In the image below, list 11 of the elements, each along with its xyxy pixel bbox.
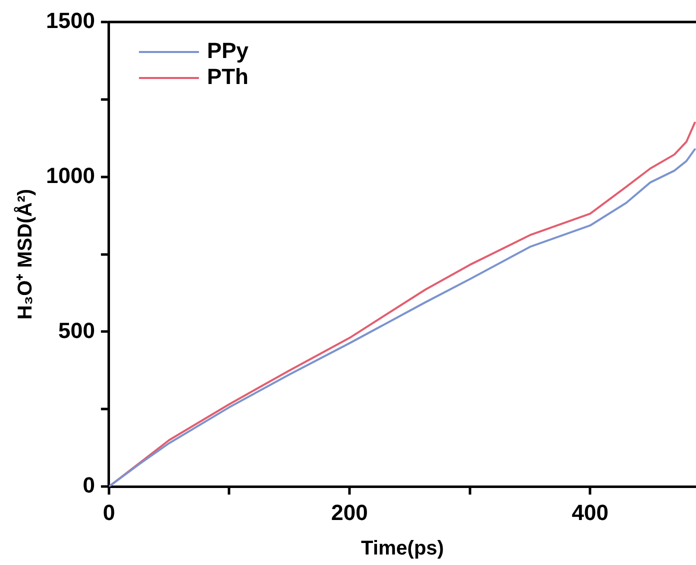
legend-label: PPy [206, 38, 250, 64]
x-tick-label: 200 [331, 500, 368, 525]
y-tick-label: 0 [82, 472, 95, 498]
y-tick-label: 1000 [46, 162, 95, 188]
y-tick-label: 1500 [46, 8, 95, 34]
x-axis-title: Time(ps) [360, 538, 444, 560]
x-tick-label: 400 [572, 500, 608, 525]
y-tick-label: 500 [58, 318, 95, 343]
y-axis-title: H₃O⁺ MSD(Å²) [14, 188, 37, 320]
x-tick-label: 0 [102, 500, 116, 525]
legend-label: PTh [206, 64, 249, 90]
